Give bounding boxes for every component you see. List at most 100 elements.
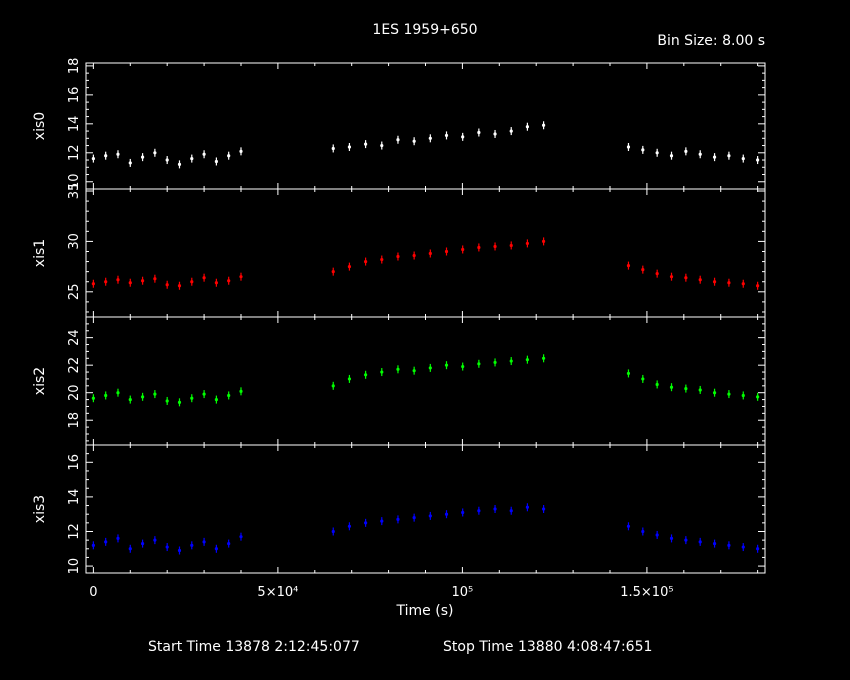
data-point [444, 363, 449, 367]
data-point [165, 545, 169, 549]
data-point [364, 521, 368, 525]
data-point [655, 382, 659, 387]
y-tick-label: 12 [67, 145, 82, 162]
y-axis-label-xis2: xis2 [32, 367, 48, 395]
data-point [412, 516, 416, 520]
data-point [641, 268, 645, 272]
data-point [756, 395, 760, 399]
panel-frame [85, 316, 766, 446]
data-point [227, 154, 231, 158]
data-point [331, 270, 335, 274]
data-point [626, 145, 631, 149]
data-point [428, 366, 432, 370]
data-point [444, 512, 449, 516]
data-point [396, 254, 400, 259]
data-point [525, 358, 530, 362]
data-point [493, 132, 497, 136]
data-point [727, 392, 731, 396]
data-point [104, 393, 108, 398]
panel-frame [85, 444, 766, 574]
data-point [380, 519, 384, 523]
data-point [684, 538, 688, 542]
data-point [509, 509, 513, 513]
data-point [461, 247, 465, 252]
data-point [202, 152, 206, 156]
data-point [727, 154, 731, 158]
data-point [347, 524, 352, 528]
y-tick-label: 10 [67, 558, 82, 575]
data-point [347, 377, 352, 381]
data-point [153, 392, 157, 396]
data-point [509, 243, 513, 248]
data-point [626, 263, 631, 268]
panel-xis3: 10 12 14 16 xis3 [32, 444, 766, 575]
data-point [128, 161, 132, 165]
data-point [128, 281, 132, 285]
data-point [477, 130, 481, 135]
y-tick-label: 10 [67, 173, 82, 190]
data-point [227, 393, 231, 398]
data-point [165, 158, 169, 162]
x-tick-label: 5×10⁴ [257, 585, 298, 600]
y-axis-label-xis1: xis1 [32, 239, 48, 267]
data-point [364, 259, 368, 264]
data-point [712, 155, 717, 159]
data-point [380, 143, 384, 148]
data-point [461, 135, 465, 139]
data-point [227, 279, 231, 283]
data-point [364, 373, 368, 377]
data-point [116, 278, 120, 282]
data-point [525, 505, 530, 509]
data-point [684, 149, 688, 153]
data-point [655, 272, 659, 276]
data-point [331, 384, 335, 388]
y-tick-label: 16 [67, 87, 82, 104]
data-point [626, 371, 631, 376]
x-tick-label: 0 [89, 585, 97, 600]
data-point [331, 529, 335, 534]
data-point [412, 369, 416, 373]
data-point [641, 377, 645, 381]
data-point [461, 510, 465, 515]
data-point [153, 277, 157, 281]
data-point [214, 547, 218, 551]
data-point [509, 359, 513, 363]
data-point [428, 514, 432, 518]
data-point [541, 507, 546, 511]
data-point [712, 391, 717, 395]
data-point [525, 125, 530, 129]
data-point [712, 541, 717, 546]
data-point [190, 396, 194, 400]
data-point [412, 139, 416, 143]
data-point [140, 541, 145, 546]
data-point [202, 540, 206, 544]
y-axis-label-xis3: xis3 [32, 495, 48, 523]
y-tick-label: 22 [67, 357, 82, 374]
data-point [116, 152, 120, 156]
data-point [541, 239, 546, 244]
y-tick-label: 20 [67, 384, 82, 401]
data-point [331, 146, 335, 151]
data-point [493, 507, 497, 511]
y-tick-label: 14 [67, 489, 82, 506]
data-point [756, 284, 760, 288]
data-point [396, 517, 400, 521]
data-point [239, 389, 243, 393]
data-point [190, 543, 194, 547]
data-point [428, 251, 432, 256]
y-tick-label: 30 [67, 233, 82, 250]
data-point [104, 280, 108, 284]
data-point [91, 282, 95, 286]
data-point [239, 275, 243, 279]
data-point [202, 276, 206, 280]
panel-frame [85, 188, 766, 318]
panel-xis1: 25 30 35 xis1 [32, 183, 766, 318]
data-point [165, 399, 169, 403]
data-point [698, 388, 702, 392]
data-point [444, 133, 449, 138]
data-point [626, 524, 631, 528]
data-point [741, 393, 745, 398]
data-point [380, 370, 384, 374]
data-point [396, 367, 400, 371]
data-point [177, 548, 182, 553]
